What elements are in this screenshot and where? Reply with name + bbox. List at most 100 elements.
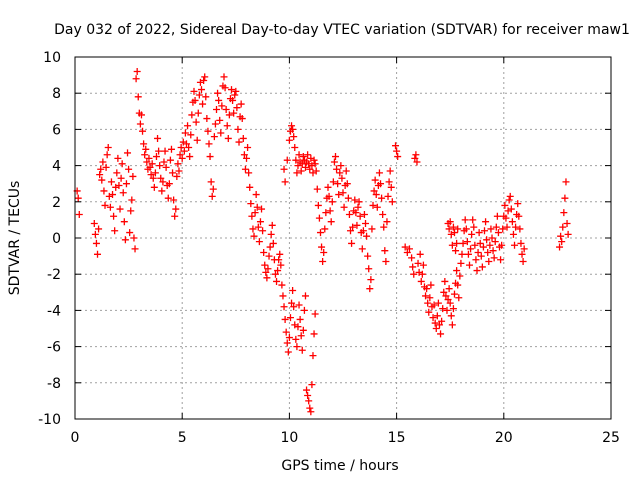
data-point xyxy=(314,201,322,209)
data-point xyxy=(150,183,158,191)
data-point xyxy=(288,299,296,307)
data-point xyxy=(244,144,252,151)
data-point xyxy=(520,245,528,253)
data-point xyxy=(307,408,315,416)
data-point xyxy=(305,397,313,405)
data-point xyxy=(445,285,453,293)
data-point xyxy=(429,314,437,322)
data-point xyxy=(303,386,311,394)
y-tick-label: -8 xyxy=(47,376,61,392)
data-point xyxy=(197,86,205,94)
data-point xyxy=(129,172,137,180)
data-point xyxy=(459,239,467,247)
data-point xyxy=(285,334,293,342)
data-point xyxy=(388,198,396,206)
data-point xyxy=(339,189,347,197)
data-point xyxy=(180,147,188,155)
data-point xyxy=(211,120,219,128)
data-point xyxy=(450,290,458,298)
data-point xyxy=(95,225,103,233)
data-point xyxy=(454,281,462,289)
data-point xyxy=(445,225,453,233)
data-point xyxy=(458,250,466,258)
data-point xyxy=(238,115,246,123)
data-point xyxy=(201,73,209,81)
data-point xyxy=(412,151,420,159)
data-point xyxy=(313,185,321,193)
data-point xyxy=(556,243,564,251)
data-point xyxy=(162,163,170,171)
data-point xyxy=(356,212,364,220)
data-point xyxy=(369,201,377,209)
data-point xyxy=(184,122,192,130)
grid xyxy=(75,57,611,419)
data-point xyxy=(265,252,273,260)
data-point xyxy=(469,216,477,224)
data-point xyxy=(319,258,327,266)
data-point xyxy=(491,238,499,246)
data-point xyxy=(371,176,379,184)
data-point xyxy=(295,301,303,309)
y-axis-label: SDTVAR / TECUs xyxy=(7,181,23,296)
data-point xyxy=(234,125,242,133)
data-point xyxy=(252,191,260,199)
data-point xyxy=(142,145,150,153)
data-point xyxy=(293,343,301,351)
data-point xyxy=(271,270,279,278)
data-point xyxy=(425,308,433,316)
data-point xyxy=(310,330,318,338)
data-point xyxy=(392,142,400,150)
data-point xyxy=(264,265,272,273)
data-point xyxy=(111,227,119,235)
data-point xyxy=(483,236,491,244)
y-tick-label: -6 xyxy=(47,340,61,356)
data-point xyxy=(337,162,345,170)
data-point xyxy=(296,315,304,323)
y-tick-label: 8 xyxy=(52,86,61,102)
data-point xyxy=(100,187,108,195)
data-point xyxy=(440,288,448,296)
data-point xyxy=(362,220,370,228)
data-point xyxy=(289,286,297,294)
data-point xyxy=(472,256,480,264)
data-point xyxy=(149,174,157,182)
data-point xyxy=(91,230,99,238)
data-point xyxy=(293,169,301,177)
data-point xyxy=(216,116,224,124)
data-point xyxy=(147,171,155,179)
data-point xyxy=(403,248,411,256)
data-point xyxy=(482,218,490,226)
data-point xyxy=(349,223,357,231)
data-point xyxy=(202,93,210,101)
data-point xyxy=(494,229,502,237)
data-point xyxy=(514,200,522,208)
data-point xyxy=(273,277,281,285)
data-point xyxy=(146,163,154,171)
data-point xyxy=(98,176,106,184)
data-point xyxy=(377,180,385,188)
data-point xyxy=(205,140,213,148)
data-point xyxy=(465,261,473,269)
data-point xyxy=(353,221,361,229)
data-point xyxy=(90,220,98,228)
data-point xyxy=(176,151,184,159)
data-point xyxy=(301,292,309,300)
data-point xyxy=(215,96,223,104)
data-point xyxy=(503,223,511,231)
data-point xyxy=(381,247,389,255)
data-point xyxy=(435,321,443,329)
data-point xyxy=(507,205,515,213)
x-axis: 0 5 10 15 20 25 xyxy=(71,57,620,446)
data-point xyxy=(492,223,500,231)
data-point xyxy=(155,147,163,155)
data-point xyxy=(489,247,497,255)
data-point xyxy=(423,285,431,293)
data-point xyxy=(243,154,251,162)
data-point xyxy=(281,178,289,186)
data-point xyxy=(385,178,393,186)
data-point xyxy=(490,254,498,262)
data-point xyxy=(366,285,374,293)
data-point xyxy=(444,296,452,304)
data-point xyxy=(461,216,469,224)
data-point xyxy=(487,225,495,233)
